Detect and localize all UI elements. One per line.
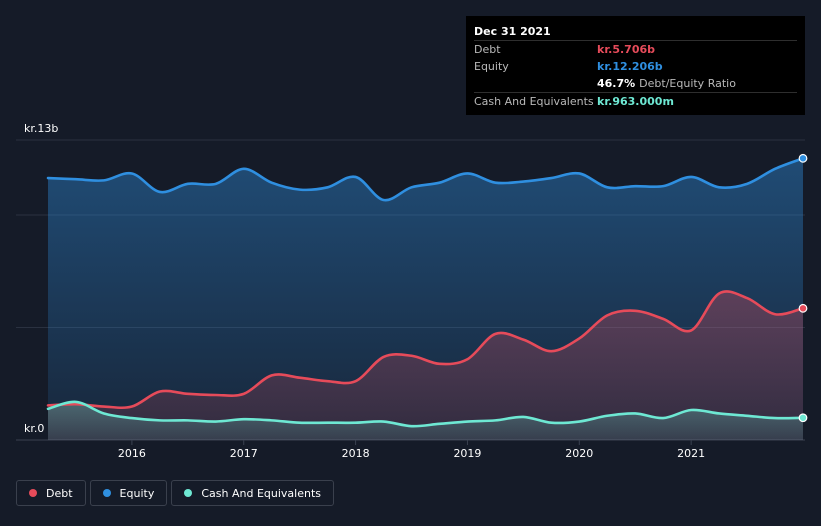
tooltip-row-ratio: 46.7% Debt/Equity Ratio <box>474 75 797 92</box>
x-tick-label: 2016 <box>118 447 146 460</box>
chart-areas <box>48 158 803 441</box>
equity-end-marker[interactable] <box>798 153 808 163</box>
tooltip-row-cash: Cash And Equivalents kr.963.000m <box>474 92 797 110</box>
x-tick-label: 2017 <box>230 447 258 460</box>
equity-line <box>46 157 805 202</box>
data-tooltip: Dec 31 2021 Debt kr.5.706b Equity kr.12.… <box>466 16 805 115</box>
tooltip-value-debt: kr.5.706b <box>597 43 656 56</box>
legend-item-debt[interactable]: Debt <box>16 480 86 506</box>
chart-lines <box>46 157 805 428</box>
legend-item-cash[interactable]: Cash And Equivalents <box>171 480 334 506</box>
legend-label: Equity <box>119 486 155 500</box>
tooltip-label: Cash And Equivalents <box>474 95 594 108</box>
legend-label: Cash And Equivalents <box>201 486 321 500</box>
chart-markers <box>798 153 808 423</box>
x-tick-label: 2021 <box>677 447 705 460</box>
x-tick-label: 2018 <box>342 447 370 460</box>
tooltip-row-debt: Debt kr.5.706b <box>474 40 797 58</box>
tooltip-value-ratio: 46.7% <box>597 77 636 90</box>
legend-item-equity[interactable]: Equity <box>89 480 168 506</box>
legend-dot-icon <box>184 489 193 497</box>
y-axis-bottom-label: kr.0 <box>24 422 44 435</box>
debt-area <box>48 291 803 440</box>
x-tick-label: 2020 <box>565 447 593 460</box>
legend-dot-icon <box>102 489 111 497</box>
debt-end-marker[interactable] <box>798 303 808 313</box>
x-tick-label: 2019 <box>453 447 481 460</box>
tooltip-row-equity: Equity kr.12.206b <box>474 58 797 75</box>
chart-legend: Debt Equity Cash And Equivalents <box>16 480 334 506</box>
x-axis-ticks: 2016 2017 2018 2019 2020 2021 <box>118 440 705 460</box>
y-axis-top-label: kr.13b <box>24 122 58 135</box>
tooltip-ratio-caption: Debt/Equity Ratio <box>639 77 736 90</box>
tooltip-value-cash: kr.963.000m <box>597 95 674 108</box>
tooltip-label: Debt <box>474 43 501 56</box>
cash-end-marker[interactable] <box>798 413 808 423</box>
legend-dot-icon <box>29 489 37 497</box>
tooltip-date: Dec 31 2021 <box>474 25 551 38</box>
tooltip-value-equity: kr.12.206b <box>597 60 663 73</box>
debt-line <box>46 290 805 410</box>
cash-area <box>48 401 803 440</box>
tooltip-label: Equity <box>474 60 509 73</box>
legend-label: Debt <box>46 486 73 500</box>
tooltip-label <box>474 75 597 92</box>
cash-line <box>46 400 805 428</box>
